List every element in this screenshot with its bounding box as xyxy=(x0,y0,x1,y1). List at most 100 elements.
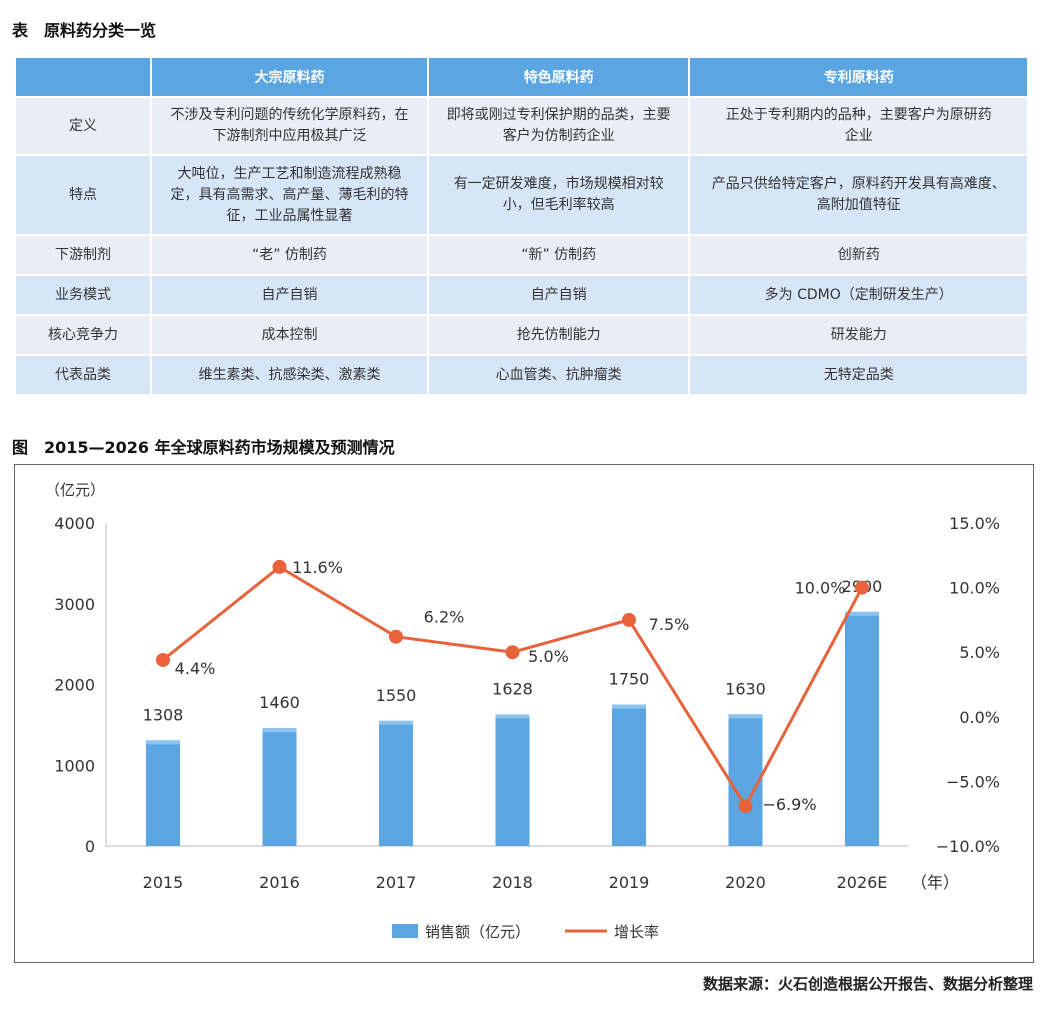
row-label: 业务模式 xyxy=(16,276,150,314)
market-size-chart: （亿元） 4000 3000 2000 1000 0 15.0% 10.0% 5.0% 0.0% −… xyxy=(45,481,1000,941)
y2-tick-label: −10.0% xyxy=(936,837,1000,856)
cell-line: 即将或刚过专利保护期的品类，主要 xyxy=(446,107,671,123)
table-cell: 多为 CDMO（定制研发生产） xyxy=(690,276,1027,314)
cell-line: 研发能力 xyxy=(830,326,887,343)
cell-line: 无特定品类 xyxy=(823,366,894,383)
table-row-features: 特点 大吨位，生产工艺和制造流程成熟稳 定，具有高需求、高产量、薄毛利的特 征，工业品… xyxy=(16,156,1027,234)
table-cell: 心血管类、抗肿瘤类 xyxy=(428,356,689,394)
table-cell: 自产自销 xyxy=(152,276,427,314)
source-note: 数据来源：火石创造根据公开报告、数据分析整理 xyxy=(702,975,1033,993)
growth-rate-label: 5.0% xyxy=(528,647,569,666)
table-cell: 维生素类、抗感染类、激素类 xyxy=(152,356,427,394)
x-tick-label: 2015 xyxy=(143,873,184,892)
header-blank xyxy=(16,58,150,96)
y-tick-label: 1000 xyxy=(54,756,95,775)
growth-rate-label: 10.0% xyxy=(795,579,846,598)
bar-sales xyxy=(495,714,530,846)
bar-top-highlight xyxy=(845,611,879,616)
row-label: 代表品类 xyxy=(16,356,150,394)
row-label: 定义 xyxy=(16,98,150,154)
y-tick-label: 3000 xyxy=(54,595,95,614)
cell-line: 创新药 xyxy=(837,246,880,263)
table-cell: 大吨位，生产工艺和制造流程成熟稳 定，具有高需求、高产量、薄毛利的特 征，工业品属性… xyxy=(152,156,427,234)
table-cell: 创新药 xyxy=(690,236,1027,274)
cell-line: 下游制剂中应用极其广泛 xyxy=(212,128,367,144)
drug-classification-table: 大宗原料药 特色原料药 专利原料药 定义 不涉及专利问题的传统化学原料药，在 下游制… xyxy=(14,56,1029,396)
table-row-business-model: 业务模式 自产自销 自产自销 多为 CDMO（定制研发生产） xyxy=(16,276,1027,314)
bar-top-highlight xyxy=(379,720,413,725)
y2-tick-label: 15.0% xyxy=(949,514,1000,533)
bar-sales xyxy=(845,611,879,846)
bar-value-label: 1460 xyxy=(259,693,300,712)
growth-rate-point xyxy=(738,798,753,813)
cell-line: 多为 CDMO（定制研发生产） xyxy=(764,286,953,303)
bar-sales xyxy=(728,714,763,846)
table-cell: 抢先仿制能力 xyxy=(428,316,689,354)
table-cell: 不涉及专利问题的传统化学原料药，在 下游制剂中应用极其广泛 xyxy=(152,98,427,154)
bar-value-label: 1630 xyxy=(725,679,766,698)
y-axis-unit: （亿元） xyxy=(45,481,105,499)
cell-line: 客户为仿制药企业 xyxy=(502,128,615,144)
row-label: 特点 xyxy=(16,156,150,234)
growth-rate-label: 4.4% xyxy=(175,659,216,678)
table-cell: 成本控制 xyxy=(152,316,427,354)
cell-line: “新” 仿制药 xyxy=(521,246,597,263)
cell-line: 正处于专利期内的品种，主要客户为原研药 xyxy=(725,107,992,123)
table-cell: 正处于专利期内的品种，主要客户为原研药 企业 xyxy=(690,98,1027,154)
cell-line: 不涉及专利问题的传统化学原料药，在 xyxy=(170,107,409,123)
bar-value-label: 1750 xyxy=(609,670,650,689)
bar-top-highlight xyxy=(146,740,180,745)
bar-value-label: 1628 xyxy=(492,680,533,699)
y-tick-label: 0 xyxy=(85,837,95,856)
table-cell: 有一定研发难度，市场规模相对较 小，但毛利率较高 xyxy=(428,156,689,234)
x-tick-label: 2019 xyxy=(609,873,650,892)
header-specialty-api: 特色原料药 xyxy=(428,58,689,96)
table-row-representative: 代表品类 维生素类、抗感染类、激素类 心血管类、抗肿瘤类 无特定品类 xyxy=(16,356,1027,394)
x-tick-label: 2018 xyxy=(492,873,533,892)
bar-top-highlight xyxy=(495,714,530,719)
legend-swatch-sales xyxy=(392,924,418,938)
table-cell: 产品只供给特定客户，原料药开发具有高难度、 高附加值特征 xyxy=(690,156,1027,234)
y-tick-label: 4000 xyxy=(54,514,95,533)
table-cell: 自产自销 xyxy=(428,276,689,314)
table-cell: 无特定品类 xyxy=(690,356,1027,394)
cell-line: 征，工业品属性显著 xyxy=(226,207,353,224)
growth-rate-point xyxy=(505,645,520,660)
cell-line: 大吨位，生产工艺和制造流程成熟稳 xyxy=(177,165,402,182)
y2-tick-label: 0.0% xyxy=(959,708,1000,727)
table-caption: 表 原料药分类一览 xyxy=(12,21,157,40)
cell-line: 自产自销 xyxy=(530,286,587,303)
table-row-core-competence: 核心竞争力 成本控制 抢先仿制能力 研发能力 xyxy=(16,316,1027,354)
x-tick-label: 2020 xyxy=(725,873,766,892)
table-header-row: 大宗原料药 特色原料药 专利原料药 xyxy=(16,58,1027,96)
y2-tick-label: −5.0% xyxy=(946,772,1000,791)
legend-label-growth: 增长率 xyxy=(614,923,659,941)
cell-line: 抢先仿制能力 xyxy=(516,326,601,343)
y-tick-label: 2000 xyxy=(54,676,95,695)
header-patent-api: 专利原料药 xyxy=(690,58,1027,96)
growth-rate-label: 11.6% xyxy=(292,558,343,577)
bar-top-highlight xyxy=(728,714,763,719)
y2-tick-label: 5.0% xyxy=(959,643,1000,662)
bar-sales xyxy=(262,728,297,846)
cell-line: 产品只供给特定客户，原料药开发具有高难度、 xyxy=(711,176,1006,192)
table-body: 定义 不涉及专利问题的传统化学原料药，在 下游制剂中应用极其广泛 即将或刚过专利保护期… xyxy=(16,98,1027,394)
x-tick-label: 2017 xyxy=(376,873,417,892)
table-cell: 研发能力 xyxy=(690,316,1027,354)
bar-value-label: 1550 xyxy=(376,686,417,705)
growth-rate-point xyxy=(622,612,636,627)
cell-line: 成本控制 xyxy=(261,326,318,343)
growth-rate-label: −6.9% xyxy=(762,795,816,814)
growth-rate-point xyxy=(156,652,170,667)
cell-line: “老” 仿制药 xyxy=(251,246,327,263)
table-row-definition: 定义 不涉及专利问题的传统化学原料药，在 下游制剂中应用极其广泛 即将或刚过专利保护期… xyxy=(16,98,1027,154)
chart-frame: （亿元） 4000 3000 2000 1000 0 15.0% 10.0% 5.0% 0.0% −… xyxy=(14,464,1034,963)
table-cell: 即将或刚过专利保护期的品类，主要 客户为仿制药企业 xyxy=(428,98,689,154)
x-tick-label: 2016 xyxy=(259,873,300,892)
cell-line: 心血管类、抗肿瘤类 xyxy=(495,366,622,383)
bar-value-label: 1308 xyxy=(143,705,184,724)
cell-line: 维生素类、抗感染类、激素类 xyxy=(198,366,381,383)
growth-rate-point xyxy=(389,629,403,644)
bar-sales xyxy=(379,720,413,846)
table-cell: “老” 仿制药 xyxy=(152,236,427,274)
